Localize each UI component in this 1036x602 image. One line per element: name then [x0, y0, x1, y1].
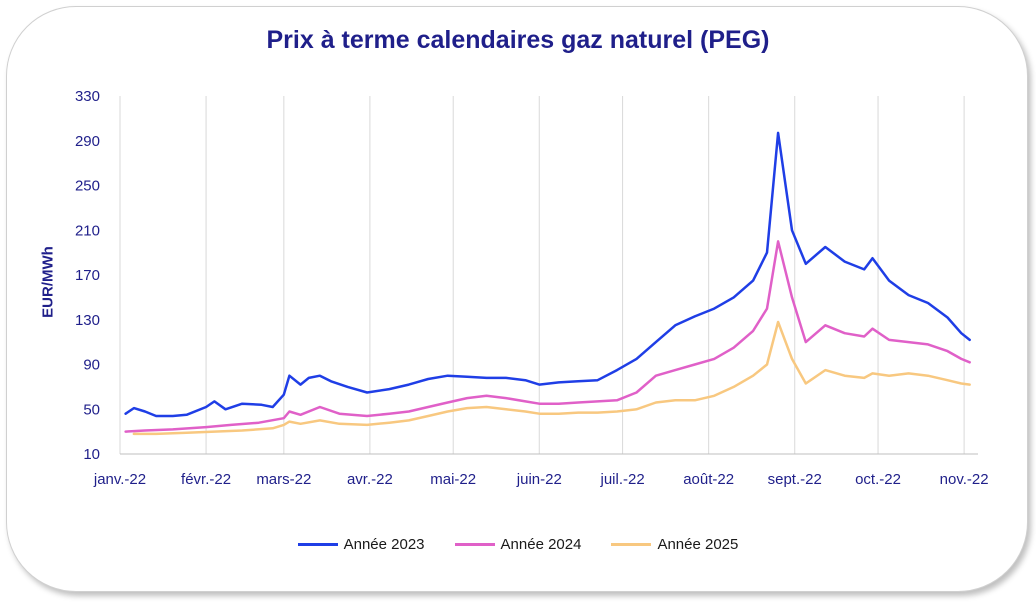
legend-label-2024: Année 2024	[500, 536, 582, 553]
legend-swatch-2025	[611, 543, 652, 546]
y-tick-label: 210	[75, 222, 100, 239]
x-tick-label: avr.-22	[347, 471, 393, 488]
x-tick-label: mars-22	[256, 471, 311, 488]
chart-frame	[6, 6, 1028, 592]
legend-label-2023: Année 2023	[343, 536, 425, 553]
y-tick-label: 10	[83, 446, 100, 463]
y-tick-label: 90	[83, 357, 100, 374]
legend-label-2025: Année 2025	[657, 536, 739, 553]
grid-lines	[119, 96, 965, 454]
series-lines	[124, 131, 971, 436]
x-tick-label: mai-22	[430, 471, 476, 488]
x-tick-label: juil.-22	[599, 471, 644, 488]
series-line-2023	[124, 131, 971, 418]
y-axis-ticks: 10 50 90 130 170 210 250 290 330	[75, 88, 100, 463]
x-tick-label: août-22	[683, 471, 734, 488]
y-tick-label: 330	[75, 88, 100, 105]
legend-item-2023: Année 2023	[297, 536, 425, 553]
legend-item-2024: Année 2024	[454, 536, 582, 553]
y-tick-label: 130	[75, 312, 100, 329]
x-tick-label: juin-22	[516, 471, 562, 488]
legend-swatch-2023	[297, 543, 338, 546]
x-tick-label: nov.-22	[940, 471, 989, 488]
legend: Année 2023 Année 2024 Année 2025	[0, 536, 1036, 553]
legend-item-2025: Année 2025	[611, 536, 738, 553]
y-tick-label: 290	[75, 133, 100, 150]
x-axis-ticks: janv.-22 févr.-22 mars-22 avr.-22 mai-22 juin…	[93, 471, 989, 488]
x-tick-label: févr.-22	[181, 471, 231, 488]
y-tick-label: 250	[75, 178, 100, 195]
y-tick-label: 170	[75, 267, 100, 284]
x-tick-label: oct.-22	[855, 471, 901, 488]
x-tick-label: sept.-22	[768, 471, 822, 488]
legend-swatch-2024	[454, 543, 495, 546]
chart-title: Prix à terme calendaires gaz naturel (PE…	[266, 26, 770, 54]
series-line-2025	[132, 320, 971, 436]
x-tick-label: janv.-22	[93, 471, 146, 488]
series-line-2024	[124, 240, 971, 433]
y-tick-label: 50	[83, 401, 100, 418]
